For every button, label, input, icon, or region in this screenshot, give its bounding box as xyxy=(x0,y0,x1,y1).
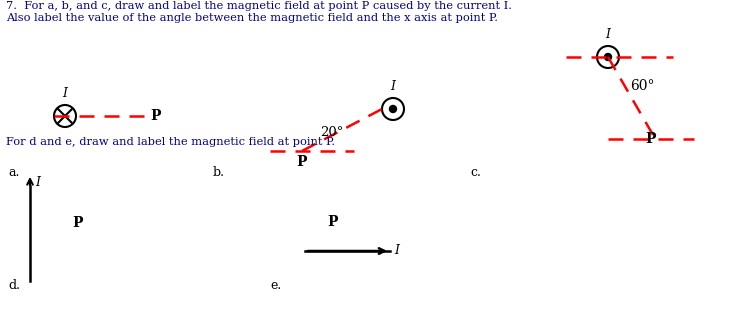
Text: c.: c. xyxy=(470,166,481,179)
Text: b.: b. xyxy=(213,166,225,179)
Text: P: P xyxy=(645,132,656,146)
Text: 60°: 60° xyxy=(630,79,655,93)
Text: I: I xyxy=(62,87,68,100)
Text: P: P xyxy=(72,216,82,230)
Text: I: I xyxy=(35,176,40,189)
Text: d.: d. xyxy=(8,279,20,292)
Text: P: P xyxy=(150,109,160,123)
Text: a.: a. xyxy=(8,166,19,179)
Text: P: P xyxy=(328,215,338,229)
Text: I: I xyxy=(394,244,399,258)
Text: Also label the value of the angle between the magnetic field and the x axis at p: Also label the value of the angle betwee… xyxy=(6,13,498,23)
Circle shape xyxy=(605,54,611,61)
Circle shape xyxy=(389,106,397,113)
Text: e.: e. xyxy=(270,279,282,292)
Text: I: I xyxy=(606,28,611,41)
Text: 20°: 20° xyxy=(320,126,343,139)
Text: 7.  For a, b, and c, draw and label the magnetic field at point P caused by the : 7. For a, b, and c, draw and label the m… xyxy=(6,1,512,11)
Text: I: I xyxy=(391,80,395,93)
Text: P: P xyxy=(296,155,308,169)
Text: For d and e, draw and label the magnetic field at point P.: For d and e, draw and label the magnetic… xyxy=(6,137,335,147)
